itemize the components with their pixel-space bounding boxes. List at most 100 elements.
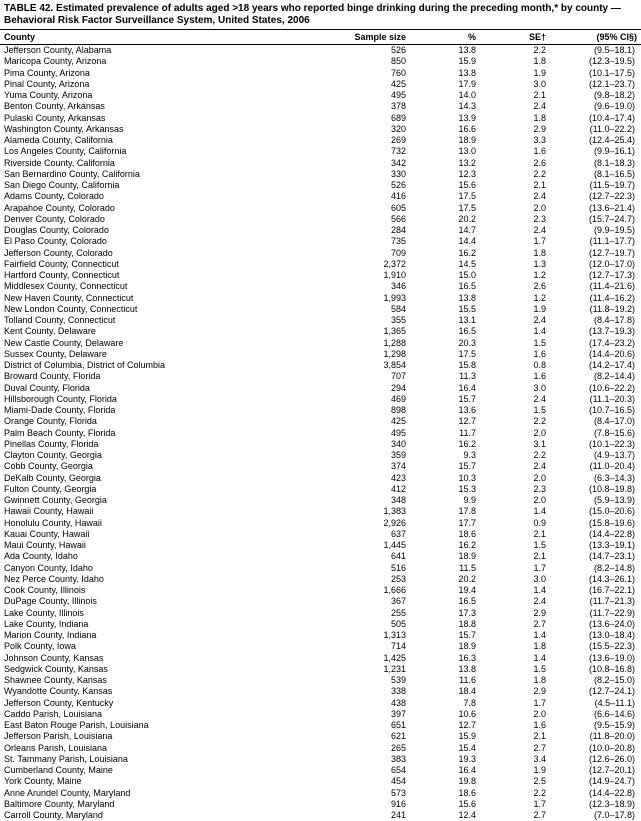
ci-cell: (11.1–20.3) [550, 394, 641, 405]
county-cell: Douglas County, Colorado [0, 225, 320, 236]
ci-cell: (14.2–17.4) [550, 360, 641, 371]
sample-size-cell: 265 [320, 743, 410, 754]
se-cell: 1.5 [480, 540, 550, 551]
table-row: Clayton County, Georgia3599.32.2(4.9–13.… [0, 450, 641, 461]
ci-cell: (11.1–17.7) [550, 236, 641, 247]
table-row: Hartford County, Connecticut1,91015.01.2… [0, 270, 641, 281]
table-row: Wyandotte County, Kansas33818.42.9(12.7–… [0, 686, 641, 697]
percent-cell: 17.5 [410, 349, 480, 360]
table-row: Cobb County, Georgia37415.72.4(11.0–20.4… [0, 461, 641, 472]
table-row: Johnson County, Kansas1,42516.31.4(13.6–… [0, 653, 641, 664]
ci-cell: (10.4–17.4) [550, 113, 641, 124]
percent-cell: 18.9 [410, 641, 480, 652]
table-row: Middlesex County, Connecticut34616.52.6(… [0, 281, 641, 292]
county-cell: Kent County, Delaware [0, 326, 320, 337]
ci-cell: (7.0–17.8) [550, 810, 641, 821]
county-cell: Duval County, Florida [0, 383, 320, 394]
se-cell: 1.6 [480, 146, 550, 157]
sample-size-cell: 1,425 [320, 653, 410, 664]
county-cell: DuPage County, Illinois [0, 596, 320, 607]
sample-size-cell: 438 [320, 698, 410, 709]
ci-cell: (10.8–19.8) [550, 484, 641, 495]
se-cell: 3.0 [480, 79, 550, 90]
percent-cell: 16.2 [410, 540, 480, 551]
table-row: Jefferson County, Colorado70916.21.8(12.… [0, 248, 641, 259]
county-cell: Jefferson County, Colorado [0, 248, 320, 259]
sample-size-cell: 416 [320, 191, 410, 202]
se-cell: 1.8 [480, 56, 550, 67]
sample-size-cell: 340 [320, 439, 410, 450]
sample-size-cell: 505 [320, 619, 410, 630]
percent-cell: 13.0 [410, 146, 480, 157]
percent-cell: 18.6 [410, 529, 480, 540]
sample-size-cell: 1,288 [320, 338, 410, 349]
table-row: Miami-Dade County, Florida89813.61.5(10.… [0, 405, 641, 416]
table-row: Pinal County, Arizona42517.93.0(12.1–23.… [0, 79, 641, 90]
table-row: Gwinnett County, Georgia3489.92.0(5.9–13… [0, 495, 641, 506]
ci-cell: (6.3–14.3) [550, 473, 641, 484]
ci-cell: (8.4–17.8) [550, 315, 641, 326]
se-cell: 1.9 [480, 304, 550, 315]
ci-cell: (13.6–24.0) [550, 619, 641, 630]
county-cell: St. Tammany Parish, Louisiana [0, 754, 320, 765]
sample-size-cell: 732 [320, 146, 410, 157]
percent-cell: 11.5 [410, 563, 480, 574]
county-cell: Sedgwick County, Kansas [0, 664, 320, 675]
sample-size-cell: 425 [320, 416, 410, 427]
percent-cell: 12.7 [410, 720, 480, 731]
ci-cell: (13.6–19.0) [550, 653, 641, 664]
county-cell: Jefferson County, Alabama [0, 45, 320, 57]
sample-size-cell: 255 [320, 608, 410, 619]
table-row: Palm Beach County, Florida49511.72.0(7.8… [0, 428, 641, 439]
se-cell: 2.4 [480, 101, 550, 112]
ci-cell: (14.4–22.8) [550, 788, 641, 799]
se-cell: 2.4 [480, 315, 550, 326]
percent-cell: 17.8 [410, 506, 480, 517]
ci-cell: (10.8–16.8) [550, 664, 641, 675]
se-cell: 1.7 [480, 563, 550, 574]
col-header-se: SE† [480, 30, 550, 45]
table-row: Maui County, Hawaii1,44516.21.5(13.3–19.… [0, 540, 641, 551]
percent-cell: 16.4 [410, 383, 480, 394]
table-row: Sedgwick County, Kansas1,23113.81.5(10.8… [0, 664, 641, 675]
se-cell: 2.4 [480, 225, 550, 236]
sample-size-cell: 637 [320, 529, 410, 540]
percent-cell: 17.5 [410, 191, 480, 202]
se-cell: 2.0 [480, 709, 550, 720]
table-row: Hillsborough County, Florida46915.72.4(1… [0, 394, 641, 405]
county-cell: Arapahoe County, Colorado [0, 203, 320, 214]
percent-cell: 16.6 [410, 124, 480, 135]
county-cell: Yuma County, Arizona [0, 90, 320, 101]
percent-cell: 13.8 [410, 68, 480, 79]
table-row: Lake County, Indiana50518.82.7(13.6–24.0… [0, 619, 641, 630]
ci-cell: (8.1–16.5) [550, 169, 641, 180]
county-cell: District of Columbia, District of Columb… [0, 360, 320, 371]
table-row: Hawaii County, Hawaii1,38317.81.4(15.0–2… [0, 506, 641, 517]
se-cell: 1.7 [480, 698, 550, 709]
sample-size-cell: 469 [320, 394, 410, 405]
sample-size-cell: 495 [320, 90, 410, 101]
table-row: Pima County, Arizona76013.81.9(10.1–17.5… [0, 68, 641, 79]
table-row: Cook County, Illinois1,66619.41.4(16.7–2… [0, 585, 641, 596]
ci-cell: (5.9–13.9) [550, 495, 641, 506]
county-cell: Los Angeles County, California [0, 146, 320, 157]
sample-size-cell: 320 [320, 124, 410, 135]
percent-cell: 20.2 [410, 214, 480, 225]
se-cell: 1.7 [480, 236, 550, 247]
percent-cell: 14.3 [410, 101, 480, 112]
ci-cell: (15.5–22.3) [550, 641, 641, 652]
table-row: Fairfield County, Connecticut2,37214.51.… [0, 259, 641, 270]
sample-size-cell: 423 [320, 473, 410, 484]
table-row: York County, Maine45419.82.5(14.9–24.7) [0, 776, 641, 787]
se-cell: 2.9 [480, 124, 550, 135]
table-row: Tolland County, Connecticut35513.12.4(8.… [0, 315, 641, 326]
se-cell: 1.5 [480, 664, 550, 675]
ci-cell: (11.8–20.0) [550, 731, 641, 742]
ci-cell: (12.0–17.0) [550, 259, 641, 270]
sample-size-cell: 412 [320, 484, 410, 495]
percent-cell: 16.4 [410, 765, 480, 776]
percent-cell: 14.4 [410, 236, 480, 247]
ci-cell: (12.7–19.7) [550, 248, 641, 259]
sample-size-cell: 735 [320, 236, 410, 247]
percent-cell: 15.7 [410, 461, 480, 472]
